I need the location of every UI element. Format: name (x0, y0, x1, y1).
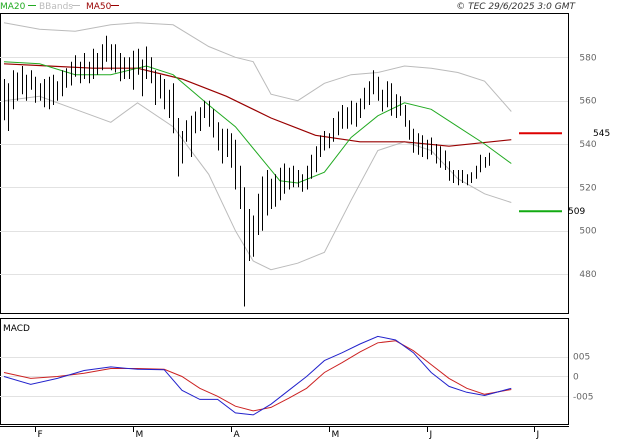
month-label: M (332, 430, 340, 440)
price-y-tick-label: 500 (579, 227, 596, 237)
price-y-tick-labels: 480 500 520 540 560 580 (579, 53, 596, 280)
macd-lines (3, 335, 512, 416)
macd-y-tick-label: -005 (573, 392, 593, 402)
month-label: F (38, 430, 43, 440)
macd-line (3, 335, 512, 416)
legend-ma20-label: MA20 (0, 2, 26, 12)
price-bars (4, 35, 490, 307)
price-panel-frame (0, 13, 569, 314)
month-tick-marks (35, 426, 535, 432)
ma50-line (3, 63, 512, 147)
month-label: M (136, 430, 144, 440)
price-y-tick-label: 580 (579, 53, 596, 63)
bollinger-bands (3, 22, 512, 271)
month-label: J (429, 430, 433, 440)
bbands-lower-line (3, 95, 512, 271)
macd-y-tick-label: 0 (573, 372, 579, 382)
macd-y-tick-labels: 005 0 -005 (573, 353, 593, 403)
lower-signal-value: 509 (568, 207, 585, 217)
month-label: J (536, 430, 540, 440)
price-y-tick-label: 560 (579, 97, 596, 107)
price-y-tick-label: 480 (579, 270, 596, 280)
macd-panel-label: MACD (3, 324, 30, 334)
macd-y-tick-label: 005 (573, 353, 590, 363)
macd-gridlines (0, 357, 568, 397)
price-y-tick-label: 540 (579, 140, 596, 150)
price-y-tick-label: 520 (579, 183, 596, 193)
copyright-text: © TEC 29/6/2025 3:0 GMT (456, 2, 576, 12)
ma50-series-line (3, 63, 512, 147)
month-label: A (234, 430, 241, 440)
legend-ma50-label: MA50 (86, 2, 112, 12)
signal-markers: 545 509 (519, 129, 610, 217)
upper-signal-value: 545 (593, 129, 610, 139)
bbands-upper-line (3, 22, 512, 112)
macd-signal-line (3, 340, 512, 412)
ma20-line (3, 61, 512, 184)
macd-panel-frame (0, 318, 569, 425)
ma20-series-line (3, 61, 512, 184)
legend-bbands-label: BBands (39, 2, 73, 12)
